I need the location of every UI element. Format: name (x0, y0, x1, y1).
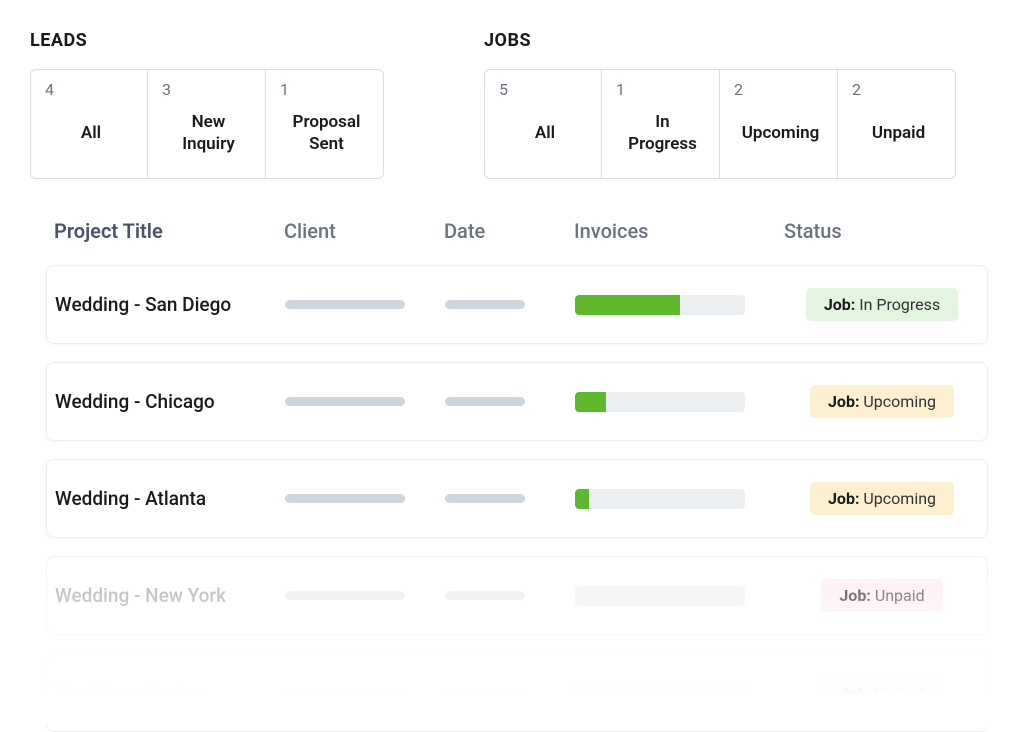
leads-title: LEADS (30, 30, 384, 51)
invoice-progress (575, 392, 785, 412)
date-placeholder (445, 688, 575, 697)
status-cell: Job: In Progress (785, 288, 979, 321)
card-label: All (43, 105, 139, 162)
project-title: Wedding - New York (55, 584, 285, 607)
project-title: Wedding - San Diego (55, 293, 285, 316)
project-title: Wedding - Boston (55, 681, 285, 704)
client-placeholder (285, 300, 445, 309)
invoice-progress (575, 489, 785, 509)
date-placeholder (445, 591, 575, 600)
leads-cards: 4 All 3 New Inquiry 1 Proposal Sent (30, 69, 384, 179)
card-label: All (497, 105, 593, 162)
card-label: New Inquiry (160, 105, 257, 162)
table-row[interactable]: Wedding - Boston Job: Unpaid (46, 653, 988, 732)
jobs-card-unpaid[interactable]: 2 Unpaid (838, 69, 956, 179)
col-date[interactable]: Date (444, 219, 574, 243)
table-row[interactable]: Wedding - New York Job: Unpaid (46, 556, 988, 635)
status-badge: Job: Upcoming (810, 482, 954, 515)
card-count: 2 (850, 80, 947, 99)
jobs-card-all[interactable]: 5 All (484, 69, 602, 179)
card-count: 5 (497, 80, 593, 99)
jobs-group: JOBS 5 All 1 In Progress 2 Upcoming 2 Un… (484, 30, 956, 179)
project-title: Wedding - Chicago (55, 390, 285, 413)
filter-groups: LEADS 4 All 3 New Inquiry 1 Proposal Sen… (30, 30, 1004, 179)
jobs-title: JOBS (484, 30, 956, 51)
card-count: 1 (278, 80, 375, 99)
col-status[interactable]: Status (784, 219, 980, 243)
table-row[interactable]: Wedding - Chicago Job: Upcoming (46, 362, 988, 441)
card-label: Proposal Sent (278, 105, 375, 162)
col-client[interactable]: Client (284, 219, 444, 243)
table-header: Project Title Client Date Invoices Statu… (46, 219, 988, 265)
jobs-card-in-progress[interactable]: 1 In Progress (602, 69, 720, 179)
invoice-progress (575, 683, 785, 703)
projects-table: Project Title Client Date Invoices Statu… (30, 219, 1004, 732)
jobs-cards: 5 All 1 In Progress 2 Upcoming 2 Unpaid (484, 69, 956, 179)
status-cell: Job: Unpaid (785, 579, 979, 612)
status-cell: Job: Upcoming (785, 482, 979, 515)
card-count: 3 (160, 80, 257, 99)
leads-card-proposal-sent[interactable]: 1 Proposal Sent (266, 69, 384, 179)
date-placeholder (445, 494, 575, 503)
status-badge: Job: Unpaid (821, 676, 942, 709)
date-placeholder (445, 300, 575, 309)
client-placeholder (285, 688, 445, 697)
date-placeholder (445, 397, 575, 406)
client-placeholder (285, 397, 445, 406)
card-label: In Progress (614, 105, 711, 162)
jobs-card-upcoming[interactable]: 2 Upcoming (720, 69, 838, 179)
client-placeholder (285, 494, 445, 503)
card-count: 1 (614, 80, 711, 99)
leads-group: LEADS 4 All 3 New Inquiry 1 Proposal Sen… (30, 30, 384, 179)
card-label: Upcoming (732, 105, 829, 162)
status-badge: Job: In Progress (806, 288, 958, 321)
table-row[interactable]: Wedding - Atlanta Job: Upcoming (46, 459, 988, 538)
card-count: 4 (43, 80, 139, 99)
col-invoices[interactable]: Invoices (574, 219, 784, 243)
col-project-title[interactable]: Project Title (54, 219, 284, 243)
status-badge: Job: Unpaid (821, 579, 942, 612)
status-cell: Job: Unpaid (785, 676, 979, 709)
table-row[interactable]: Wedding - San Diego Job: In Progress (46, 265, 988, 344)
leads-card-all[interactable]: 4 All (30, 69, 148, 179)
invoice-progress (575, 295, 785, 315)
card-label: Unpaid (850, 105, 947, 162)
status-cell: Job: Upcoming (785, 385, 979, 418)
status-badge: Job: Upcoming (810, 385, 954, 418)
card-count: 2 (732, 80, 829, 99)
project-title: Wedding - Atlanta (55, 487, 285, 510)
invoice-progress (575, 586, 785, 606)
client-placeholder (285, 591, 445, 600)
leads-card-new-inquiry[interactable]: 3 New Inquiry (148, 69, 266, 179)
